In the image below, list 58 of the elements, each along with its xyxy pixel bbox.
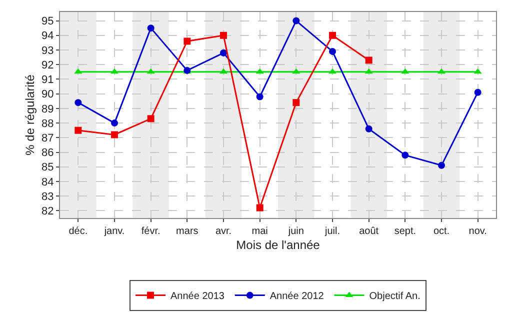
x-tick-label: oct. (433, 226, 450, 237)
point (292, 68, 300, 74)
x-tick-label: janv. (103, 226, 125, 237)
y-tick-label: 94 (42, 30, 54, 42)
point (256, 204, 264, 212)
x-tick-label: avr. (215, 226, 232, 237)
y-tick-label: 83 (42, 190, 54, 203)
point (74, 99, 82, 106)
point (184, 38, 191, 45)
point (220, 49, 227, 56)
point (256, 93, 264, 100)
point (111, 131, 118, 138)
x-tick-label: juil. (324, 226, 340, 237)
y-tick-label: 82 (42, 206, 54, 218)
point (474, 68, 482, 74)
legend-label: Année 2012 (270, 291, 324, 302)
x-tick-label: févr. (141, 226, 160, 237)
y-tick-label: 85 (42, 162, 54, 174)
point (74, 126, 82, 134)
x-tick-label: déc. (68, 226, 88, 237)
point (401, 68, 410, 74)
point (402, 152, 409, 159)
point (329, 48, 336, 55)
x-axis-title: Mois de l'année (236, 238, 320, 252)
y-tick-label: 92 (42, 59, 54, 72)
x-tick-label: mai (252, 226, 268, 237)
point (474, 88, 482, 96)
legend-label: Année 2013 (170, 291, 225, 302)
y-tick-label: 91 (42, 74, 54, 86)
point (292, 99, 300, 106)
point (220, 32, 227, 39)
point (256, 68, 264, 74)
point (364, 68, 373, 74)
point (147, 115, 154, 122)
y-tick-label: 84 (42, 176, 54, 188)
point (111, 120, 118, 127)
point (438, 162, 445, 169)
y-tick-label: 90 (42, 88, 54, 101)
y-tick-label: 86 (42, 147, 54, 160)
point (74, 68, 82, 74)
point (147, 24, 154, 32)
point (292, 17, 300, 24)
y-tick-label: 95 (42, 16, 54, 28)
x-tick-label: mars (176, 226, 198, 237)
point (146, 68, 155, 74)
y-tick-label: 88 (42, 118, 54, 130)
x-tick-label: août (359, 226, 379, 237)
y-axis-title: % de régularité (22, 74, 37, 156)
x-tick-label: nov. (468, 226, 487, 237)
x-tick-label: juin (287, 226, 304, 237)
x-tick-label: sept. (394, 226, 416, 237)
y-tick-label: 93 (42, 44, 54, 57)
point (329, 32, 336, 39)
point (365, 125, 372, 132)
legend-label: Objectif An. (369, 291, 420, 302)
y-tick-label: 89 (42, 103, 54, 116)
point (365, 56, 372, 64)
y-tick-label: 87 (42, 132, 54, 144)
